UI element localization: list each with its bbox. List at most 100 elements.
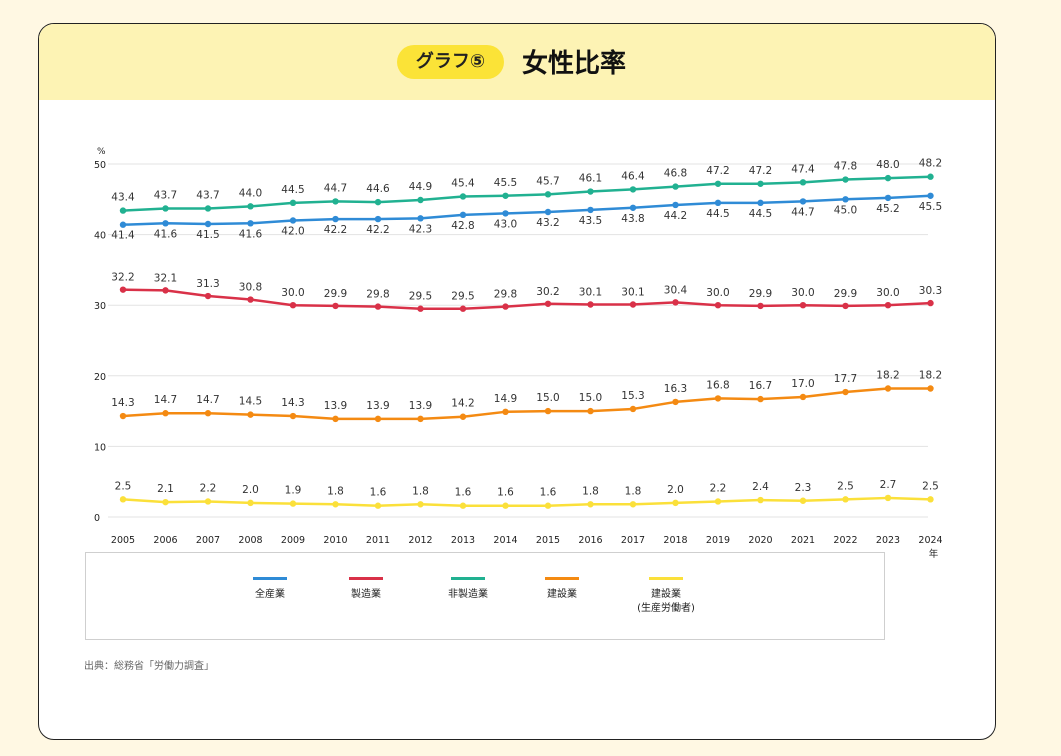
- data-point: [417, 501, 424, 508]
- x-tick-label: 2012: [408, 535, 432, 546]
- data-point: [587, 206, 594, 214]
- data-label: 18.2: [919, 370, 942, 382]
- data-point: [502, 502, 509, 509]
- data-point: [374, 303, 382, 310]
- data-label: 16.8: [706, 379, 729, 391]
- graph-number-badge: グラフ⑤: [397, 45, 504, 79]
- x-tick-label: 2018: [663, 535, 687, 546]
- data-label: 13.9: [324, 400, 347, 412]
- data-point: [629, 204, 637, 211]
- data-label: 44.5: [749, 208, 772, 220]
- x-tick-label: 2013: [451, 535, 475, 546]
- data-label: 1.8: [327, 485, 344, 497]
- data-label: 44.2: [664, 210, 687, 222]
- data-label: 1.8: [582, 485, 599, 497]
- data-label: 29.8: [494, 289, 517, 301]
- data-point: [544, 208, 552, 216]
- data-point: [587, 301, 594, 308]
- data-point: [417, 415, 424, 423]
- legend-label: 製造業: [351, 589, 381, 600]
- data-label: 14.3: [281, 397, 304, 409]
- series-line: [122, 496, 931, 507]
- data-point: [502, 192, 509, 199]
- data-point: [587, 501, 594, 508]
- data-label: 14.2: [451, 398, 474, 410]
- card-header: グラフ⑤ 女性比率: [39, 24, 995, 100]
- data-point: [289, 500, 297, 507]
- legend-swatch: [545, 577, 579, 580]
- data-point: [884, 385, 892, 392]
- data-label: 46.8: [664, 168, 687, 180]
- data-point: [544, 502, 552, 509]
- data-label: 29.9: [834, 288, 857, 300]
- data-point: [927, 192, 934, 199]
- data-point: [714, 395, 722, 402]
- data-label: 43.2: [536, 217, 559, 229]
- data-point: [119, 207, 127, 214]
- data-point: [799, 198, 807, 205]
- data-point: [204, 410, 212, 417]
- data-point: [927, 385, 934, 392]
- data-point: [799, 497, 807, 504]
- data-point: [927, 496, 934, 503]
- data-point: [544, 407, 552, 415]
- data-point: [757, 180, 764, 187]
- legend-item-all-industries: 全産業: [210, 577, 330, 602]
- series-line: [122, 288, 931, 310]
- data-point: [842, 388, 849, 396]
- x-tick-label: 2015: [536, 535, 560, 546]
- legend-swatch: [349, 577, 383, 580]
- data-label: 29.8: [366, 289, 389, 301]
- data-point: [417, 196, 424, 204]
- data-point: [799, 393, 807, 401]
- y-tick-label: 0: [94, 513, 100, 524]
- data-point: [417, 215, 424, 222]
- data-label: 45.0: [834, 204, 857, 216]
- data-label: 2.5: [115, 480, 132, 492]
- data-label: 15.0: [536, 392, 559, 404]
- data-label: 41.4: [111, 230, 135, 242]
- data-point: [714, 199, 722, 207]
- data-label: 45.5: [494, 177, 517, 189]
- series-line: [122, 194, 931, 226]
- data-label: 45.4: [451, 177, 475, 189]
- data-label: 14.7: [154, 394, 177, 406]
- data-point: [459, 305, 467, 312]
- data-label: 31.3: [196, 278, 219, 290]
- data-label: 2.3: [795, 482, 812, 494]
- data-point: [332, 198, 339, 205]
- data-point: [162, 410, 169, 417]
- data-point: [162, 498, 169, 506]
- data-label: 41.6: [239, 228, 263, 240]
- data-label: 43.8: [621, 213, 644, 225]
- data-label: 42.8: [451, 220, 474, 232]
- data-label: 1.8: [412, 485, 429, 497]
- data-label: 29.9: [749, 288, 772, 300]
- data-label: 16.7: [749, 380, 772, 392]
- data-label: 2.7: [880, 479, 897, 491]
- x-tick-label: 2007: [196, 535, 220, 546]
- data-point: [119, 412, 127, 420]
- legend-item-construction-production: 建設業 (生産労働者): [606, 577, 726, 616]
- x-tick-label: 2011: [366, 535, 390, 546]
- data-label: 2.0: [242, 484, 259, 496]
- data-label: 14.7: [196, 394, 219, 406]
- x-tick-label: 2005: [111, 535, 135, 546]
- data-point: [289, 199, 297, 207]
- data-point: [842, 196, 849, 203]
- data-point: [204, 220, 212, 228]
- data-point: [842, 302, 849, 310]
- data-label: 47.2: [706, 165, 729, 177]
- data-point: [884, 174, 892, 182]
- data-point: [672, 499, 679, 507]
- data-label: 29.9: [324, 288, 347, 300]
- data-label: 30.0: [706, 287, 729, 299]
- x-tick-label: 2016: [578, 535, 602, 546]
- x-tick-label: 2024: [918, 535, 942, 546]
- data-point: [459, 211, 467, 219]
- data-point: [459, 502, 467, 509]
- data-label: 44.7: [324, 182, 347, 194]
- data-label: 1.6: [497, 487, 514, 499]
- data-point: [247, 203, 254, 210]
